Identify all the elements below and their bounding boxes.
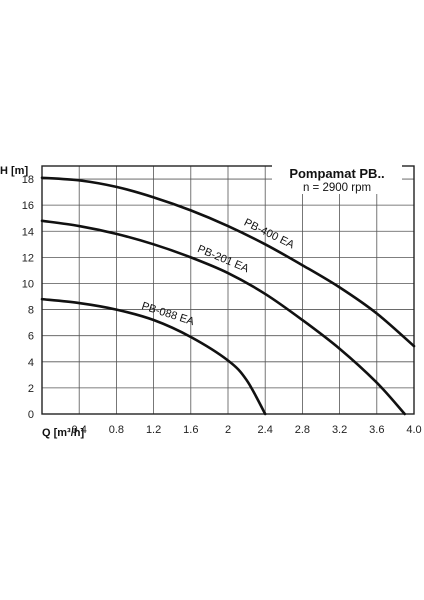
y-tick-label: 12 [22, 252, 34, 264]
x-tick-label: 0.8 [109, 424, 124, 436]
y-tick-label: 6 [28, 331, 34, 343]
tick-labels: 0.4 0.8 1.2 1.6 2 2.4 2.8 3.2 3.6 4.0 0 2 4 6 8 10 12 14 1… [22, 174, 422, 436]
x-tick-label: 2.8 [295, 424, 310, 436]
x-tick-label: 2.4 [258, 424, 273, 436]
y-tick-label: 10 [22, 278, 34, 290]
x-tick-label: 1.2 [146, 424, 161, 436]
x-tick-label: 2 [225, 424, 231, 436]
grid [41, 165, 415, 415]
y-tick-label: 2 [28, 383, 34, 395]
y-tick-label: 16 [22, 200, 34, 212]
x-tick-label: 3.6 [369, 424, 384, 436]
chart-subtitle: n = 2900 rpm [303, 182, 371, 194]
y-tick-label: 4 [28, 357, 34, 369]
y-tick-label: 8 [28, 305, 34, 317]
curve-label: PB-088 EA [140, 300, 196, 328]
x-tick-label: 4.0 [406, 424, 421, 436]
series-line-pb-088-ea [40, 297, 267, 416]
y-tick-label: 18 [22, 174, 34, 186]
chart-title: Pompamat PB.. [289, 166, 384, 181]
x-tick-label: 3.2 [332, 424, 347, 436]
y-axis-title: H [m] [0, 165, 28, 177]
plot-frame [41, 165, 415, 415]
x-tick-label: 1.6 [183, 424, 198, 436]
y-tick-label: 0 [28, 409, 34, 421]
series-line-pb-201-ea [40, 219, 406, 416]
y-tick-label: 14 [22, 226, 34, 238]
x-tick-label: 0.4 [72, 424, 87, 436]
x-axis-title: Q [m³/h] [42, 427, 84, 439]
curve-label-group: PB-088 EA [140, 300, 196, 328]
series-line-pb-400-ea [40, 176, 416, 348]
title-box [272, 164, 402, 194]
curves [40, 176, 416, 416]
